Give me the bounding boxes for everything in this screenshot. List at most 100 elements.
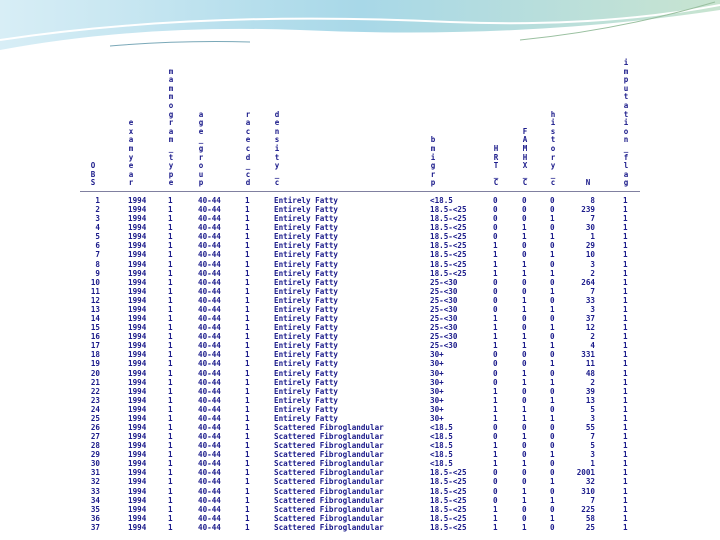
cell-mammogram_type: 1 [168, 413, 173, 423]
cell-imputation_flag: 1 [623, 450, 628, 460]
cell-race_cd: 1 [245, 314, 250, 324]
cell-bmi_grp: 18.5-<25 [430, 232, 467, 242]
cell-n: 331 [581, 350, 595, 360]
cell-n: 25 [585, 522, 595, 532]
cell-exam_year: 1994 [128, 214, 147, 224]
cell-mammogram_type: 1 [168, 250, 173, 260]
column-header-famhx_c: F A M H X _ C [522, 126, 528, 188]
cell-n: 7 [590, 214, 595, 224]
cell-race_cd: 1 [245, 495, 250, 505]
cell-density_c: Scattered Fibroglandular [274, 432, 384, 442]
cell-density_c: Scattered Fibroglandular [274, 477, 384, 487]
cell-history_c: 0 [550, 259, 555, 269]
cell-n: 37 [585, 314, 595, 324]
cell-race_cd: 1 [245, 377, 250, 387]
cell-hrt_c: 1 [493, 241, 498, 251]
cell-exam_year: 1994 [128, 250, 147, 260]
cell-density_c: Entirely Fatty [274, 359, 339, 369]
cell-imputation_flag: 1 [623, 341, 628, 351]
cell-famhx_c: 1 [522, 304, 527, 314]
cell-obs: 16 [90, 332, 100, 342]
cell-hrt_c: 1 [493, 314, 498, 324]
cell-hrt_c: 0 [493, 368, 498, 378]
cell-mammogram_type: 1 [168, 286, 173, 296]
cell-mammogram_type: 1 [168, 522, 173, 532]
cell-obs: 2 [95, 205, 100, 215]
cell-imputation_flag: 1 [623, 413, 628, 423]
cell-age_group: 40-44 [198, 214, 221, 224]
table-row: 33 1994 1 40-44 1 Scattered Fibroglandular 18.… [80, 487, 640, 496]
cell-age_group: 40-44 [198, 513, 221, 523]
table-row: 18 1994 1 40-44 1 Entirely Fatty 30+ 0 0 0 331 1 [80, 350, 640, 359]
cell-obs: 32 [90, 477, 100, 487]
cell-bmi_grp: 18.5-<25 [430, 214, 467, 224]
cell-obs: 15 [90, 323, 100, 333]
cell-history_c: 0 [550, 441, 555, 451]
cell-age_group: 40-44 [198, 304, 221, 314]
cell-mammogram_type: 1 [168, 323, 173, 333]
cell-n: 3 [590, 413, 595, 423]
cell-famhx_c: 0 [522, 386, 527, 396]
cell-n: 225 [581, 504, 595, 514]
cell-hrt_c: 1 [493, 413, 498, 423]
cell-race_cd: 1 [245, 386, 250, 396]
cell-exam_year: 1994 [128, 386, 147, 396]
cell-famhx_c: 0 [522, 395, 527, 405]
cell-imputation_flag: 1 [623, 477, 628, 487]
cell-race_cd: 1 [245, 223, 250, 233]
cell-race_cd: 1 [245, 332, 250, 342]
column-header-n: N [585, 178, 591, 188]
cell-age_group: 40-44 [198, 377, 221, 387]
cell-age_group: 40-44 [198, 450, 221, 460]
cell-bmi_grp: <18.5 [430, 450, 453, 460]
cell-imputation_flag: 1 [623, 513, 628, 523]
cell-age_group: 40-44 [198, 268, 221, 278]
cell-age_group: 40-44 [198, 332, 221, 342]
cell-famhx_c: 0 [522, 359, 527, 369]
cell-hrt_c: 1 [493, 522, 498, 532]
cell-history_c: 1 [550, 395, 555, 405]
cell-density_c: Scattered Fibroglandular [274, 495, 384, 505]
cell-hrt_c: 1 [493, 341, 498, 351]
table-row: 14 1994 1 40-44 1 Entirely Fatty 25-<30 1 0 0 37 1 [80, 314, 640, 323]
cell-hrt_c: 0 [493, 468, 498, 478]
cell-age_group: 40-44 [198, 286, 221, 296]
cell-mammogram_type: 1 [168, 368, 173, 378]
cell-age_group: 40-44 [198, 350, 221, 360]
cell-imputation_flag: 1 [623, 495, 628, 505]
cell-mammogram_type: 1 [168, 441, 173, 451]
cell-race_cd: 1 [245, 513, 250, 523]
cell-imputation_flag: 1 [623, 377, 628, 387]
cell-age_group: 40-44 [198, 413, 221, 423]
cell-density_c: Entirely Fatty [274, 232, 339, 242]
cell-exam_year: 1994 [128, 413, 147, 423]
table-row: 12 1994 1 40-44 1 Entirely Fatty 25-<30 0 1 0 33 1 [80, 296, 640, 305]
cell-obs: 29 [90, 450, 100, 460]
cell-famhx_c: 1 [522, 377, 527, 387]
cell-history_c: 0 [550, 432, 555, 442]
cell-famhx_c: 0 [522, 504, 527, 514]
cell-obs: 28 [90, 441, 100, 451]
cell-age_group: 40-44 [198, 359, 221, 369]
cell-hrt_c: 0 [493, 423, 498, 432]
cell-race_cd: 1 [245, 504, 250, 514]
cell-famhx_c: 0 [522, 441, 527, 451]
cell-imputation_flag: 1 [623, 314, 628, 324]
cell-density_c: Scattered Fibroglandular [274, 468, 384, 478]
cell-famhx_c: 1 [522, 486, 527, 496]
cell-hrt_c: 1 [493, 332, 498, 342]
cell-age_group: 40-44 [198, 459, 221, 469]
table-row: 15 1994 1 40-44 1 Entirely Fatty 25-<30 1 0 1 12 1 [80, 323, 640, 332]
cell-race_cd: 1 [245, 395, 250, 405]
cell-race_cd: 1 [245, 341, 250, 351]
cell-density_c: Entirely Fatty [274, 368, 339, 378]
cell-history_c: 0 [550, 368, 555, 378]
cell-obs: 7 [95, 250, 100, 260]
cell-mammogram_type: 1 [168, 513, 173, 523]
cell-hrt_c: 0 [493, 350, 498, 360]
cell-bmi_grp: 18.5-<25 [430, 250, 467, 260]
cell-history_c: 1 [550, 495, 555, 505]
cell-history_c: 1 [550, 341, 555, 351]
cell-exam_year: 1994 [128, 468, 147, 478]
